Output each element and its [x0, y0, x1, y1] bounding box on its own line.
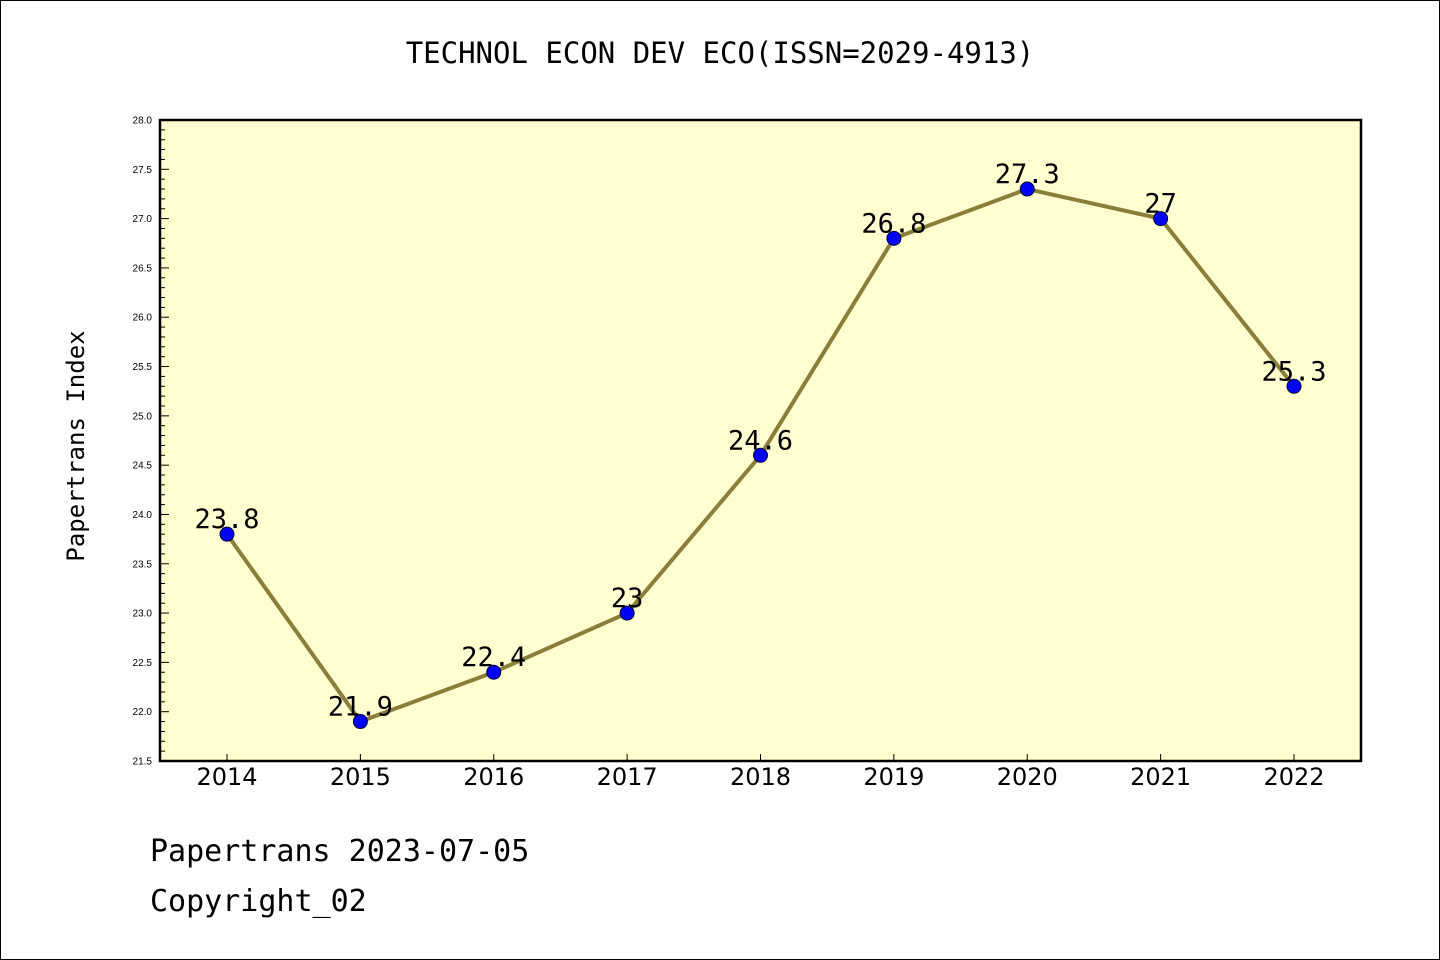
y-tick-label: 27.0 — [133, 214, 153, 225]
data-point — [619, 605, 635, 621]
x-tick-label: 2022 — [1263, 763, 1324, 791]
data-point — [753, 447, 768, 463]
series-group: 23.8 21.9 22.4 23 24.6 26.8 27.3 27 25.3 — [194, 159, 1327, 730]
data-label: 21.9 — [328, 692, 393, 723]
data-point — [352, 714, 368, 730]
data-point — [219, 526, 235, 542]
x-tick-label: 2019 — [863, 763, 924, 791]
y-tick-label: 25.5 — [133, 362, 153, 373]
x-tick-label: 2016 — [463, 763, 524, 791]
x-tick-label: 2018 — [730, 763, 791, 791]
data-point — [886, 230, 902, 246]
data-label: 27.3 — [995, 159, 1060, 190]
data-label: 24.6 — [728, 425, 793, 456]
y-tick-label: 28.0 — [133, 116, 153, 127]
x-tick-label: 2014 — [196, 763, 257, 791]
y-tick-label: 26.5 — [133, 263, 153, 274]
y-tick-label: 23.5 — [133, 559, 153, 570]
x-tick-label: 2017 — [597, 763, 658, 791]
x-axis: 2014 2015 2016 2017 2018 2019 2020 2021 2022 — [196, 754, 1325, 791]
data-point — [1286, 378, 1302, 394]
y-tick-label: 21.5 — [133, 757, 153, 768]
y-tick-label: 22.0 — [133, 707, 153, 718]
chart-title: TECHNOL ECON DEV ECO(ISSN=2029-4913) — [405, 36, 1035, 70]
data-label: 25.3 — [1261, 356, 1326, 387]
y-tick-label: 22.5 — [133, 658, 153, 669]
footer-date: Papertrans 2023-07-05 — [150, 834, 530, 869]
data-point — [1019, 181, 1035, 197]
y-tick-label: 23.0 — [133, 609, 153, 620]
plot-border — [158, 118, 1363, 763]
y-tick-label: 26.0 — [133, 313, 153, 324]
y-tick-label: 25.0 — [133, 411, 153, 422]
x-tick-label: 2020 — [997, 763, 1058, 791]
data-point — [1153, 211, 1169, 227]
y-tick-label: 24.0 — [133, 510, 153, 521]
data-label: 23 — [611, 583, 644, 614]
data-label: 26.8 — [861, 208, 926, 239]
x-tick-label: 2021 — [1130, 763, 1191, 791]
data-label: 23.8 — [194, 504, 259, 535]
y-tick-label: 27.5 — [133, 165, 153, 176]
data-point — [486, 664, 502, 680]
footer-copyright: Copyright_02 — [150, 884, 367, 919]
data-label: 27 — [1144, 189, 1177, 220]
data-label: 22.4 — [461, 642, 526, 673]
x-tick-label: 2015 — [330, 763, 391, 791]
y-tick-label: 24.5 — [133, 461, 153, 472]
plot-area — [160, 120, 1361, 761]
